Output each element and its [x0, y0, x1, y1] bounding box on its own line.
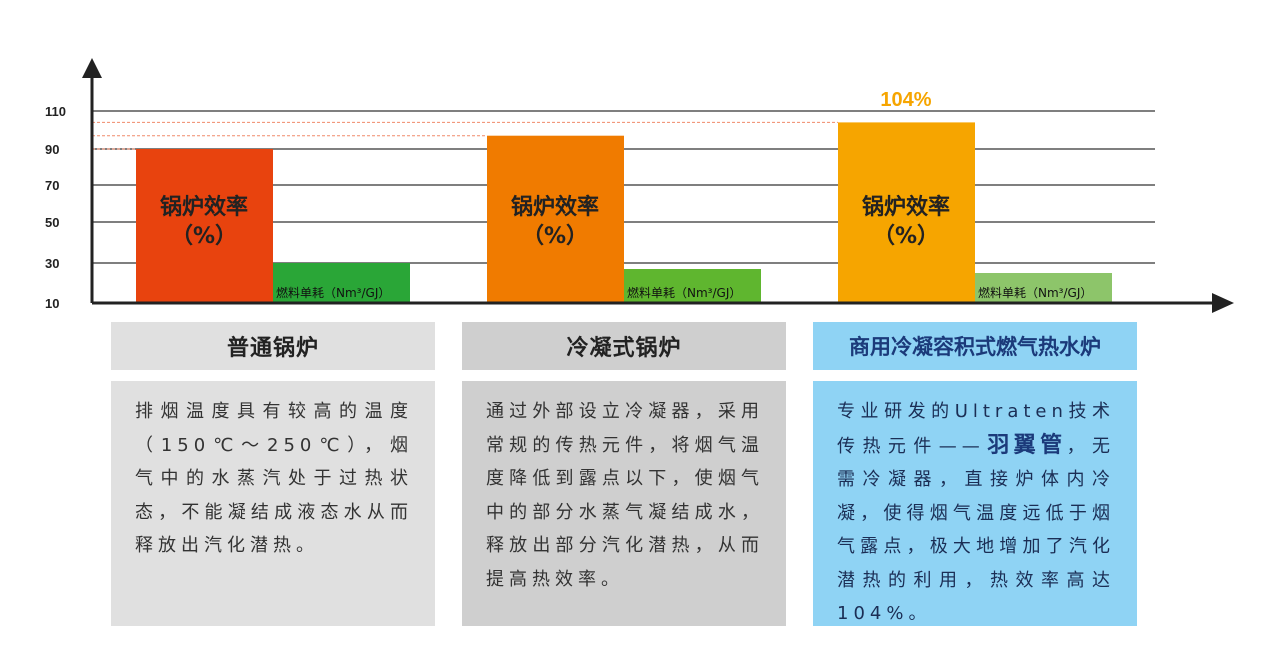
consumption-bar: [273, 263, 410, 303]
consumption-bar-label: 燃料单耗（Nm³/GJ）: [627, 285, 741, 300]
consumption-bar-label: 燃料单耗（Nm³/GJ）: [978, 285, 1092, 300]
efficiency-bar: [136, 149, 273, 303]
panel-text-condensing-boiler: 通过外部设立冷凝器，采用常规的传热元件，将烟气温度降低到露点以下，使烟气中的部分…: [462, 381, 786, 626]
y-tick-label: 90: [45, 142, 59, 157]
efficiency-bar-label: 锅炉效率: [160, 194, 248, 220]
panel-text-highlight: 羽翼管: [984, 432, 1067, 458]
efficiency-bar-unit: （%）: [171, 224, 237, 249]
consumption-bar: [975, 273, 1112, 303]
y-tick-label: 30: [45, 256, 59, 271]
panel-title-standard-boiler: 普通锅炉: [111, 322, 435, 370]
y-axis-arrow: [82, 58, 102, 78]
efficiency-bar: [487, 135, 624, 303]
panel-title-condensing-boiler: 冷凝式锅炉: [462, 322, 786, 370]
panel-text-standard-boiler: 排烟温度具有较高的温度（150℃～250℃），烟气中的水蒸汽处于过热状态，不能凝…: [111, 381, 435, 626]
panel-title-commercial-water-heater: 商用冷凝容积式燃气热水炉: [813, 322, 1137, 370]
y-tick-label: 10: [45, 296, 59, 311]
x-axis-arrow: [1212, 293, 1234, 313]
efficiency-bar-label: 锅炉效率: [862, 194, 950, 220]
efficiency-bar-unit: （%）: [522, 224, 588, 249]
panel-text-commercial-water-heater: 专业研发的Ultraten技术传热元件——羽翼管，无需冷凝器，直接炉体内冷凝，使…: [813, 381, 1137, 626]
efficiency-bar-label: 锅炉效率: [511, 194, 599, 220]
efficiency-comparison-chart: 10 30 50 70 90 110 锅炉效率 （%） 燃料单耗（Nm³/GJ） 锅炉效率 （%） 燃…: [45, 58, 1234, 313]
y-tick-label: 50: [45, 215, 59, 230]
y-tick-label: 110: [45, 104, 66, 119]
efficiency-bar-unit: （%）: [873, 224, 939, 249]
y-tick-label: 70: [45, 178, 59, 193]
panel-text-part-2: ，无需冷凝器，直接炉体内冷凝，使得烟气温度远低于烟气露点，极大地增加了汽化潜热的…: [837, 435, 1116, 625]
consumption-bar: [624, 269, 761, 303]
highlight-value-label: 104%: [880, 89, 931, 111]
consumption-bar-label: 燃料单耗（Nm³/GJ）: [276, 285, 390, 300]
efficiency-bar: [838, 122, 975, 304]
panel-text-part-1: 专业研发的Ultraten技术传热元件——: [837, 401, 1115, 457]
